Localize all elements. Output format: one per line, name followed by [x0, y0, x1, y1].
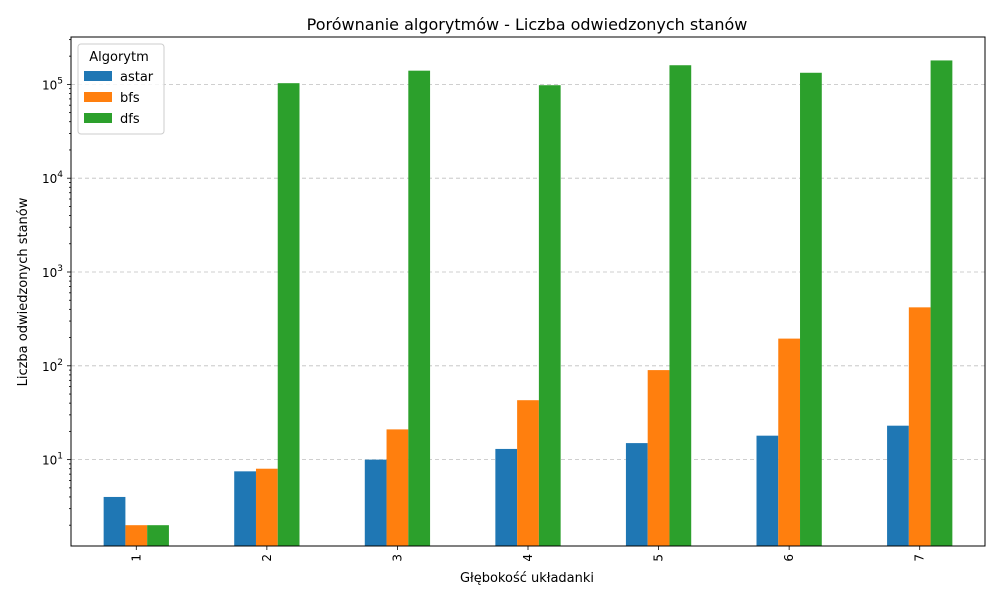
x-axis-label: Głębokość układanki [460, 571, 594, 586]
y-axis-label: Liczba odwiedzonych stanów [16, 197, 31, 386]
y-tick-label: 103 [42, 264, 63, 280]
y-axis-ticks: 101 102 103 104 105 [42, 39, 71, 526]
y-tick-label: 105 [42, 76, 63, 92]
x-tick-label: 4 [521, 554, 535, 562]
bar-dfs-5 [669, 65, 692, 546]
bar-dfs-1 [147, 525, 169, 546]
y-tick-label: 101 [42, 452, 63, 468]
bar-bfs-3 [386, 429, 409, 546]
x-tick-label: 6 [782, 554, 796, 562]
x-tick-label: 1 [129, 554, 143, 562]
legend-title: Algorytm [89, 50, 149, 65]
legend-label-astar: astar [120, 70, 154, 85]
bar-dfs-4 [538, 85, 561, 547]
legend-swatch-bfs [84, 92, 112, 102]
legend-label-dfs: dfs [120, 112, 140, 127]
y-tick-label: 104 [42, 170, 63, 186]
bar-astar-7 [887, 425, 909, 546]
bar-astar-5 [625, 443, 648, 546]
legend-label-bfs: bfs [120, 91, 140, 106]
x-tick-label: 7 [913, 554, 927, 562]
x-tick-label: 3 [390, 554, 404, 562]
legend-swatch-astar [84, 71, 112, 81]
bar-astar-3 [364, 459, 387, 546]
x-tick-label: 5 [652, 554, 666, 562]
chart-title: Porównanie algorytmów - Liczba odwiedzon… [307, 15, 748, 34]
x-tick-label: 2 [260, 554, 274, 562]
bar-bfs-6 [778, 338, 801, 546]
bar-dfs-7 [930, 60, 953, 546]
bar-bfs-2 [255, 468, 278, 546]
x-axis-ticks: 1 2 3 4 5 6 7 [129, 546, 927, 562]
bar-astar-1 [103, 496, 126, 546]
bar-bfs-1 [125, 525, 148, 546]
bar-dfs-3 [408, 70, 431, 547]
bar-astar-6 [756, 435, 779, 546]
bar-bfs-5 [647, 370, 670, 546]
bar-dfs-6 [800, 72, 822, 546]
bar-bfs-7 [908, 307, 931, 546]
bar-bfs-4 [517, 400, 539, 546]
legend-frame [77, 43, 165, 135]
bar-astar-2 [234, 471, 256, 546]
legend: Algorytm astar bfs dfs [77, 43, 165, 135]
y-tick-label: 102 [42, 358, 63, 374]
bar-dfs-2 [277, 83, 300, 547]
bars [103, 60, 953, 547]
legend-swatch-dfs [84, 113, 112, 123]
bar-astar-4 [495, 448, 518, 546]
